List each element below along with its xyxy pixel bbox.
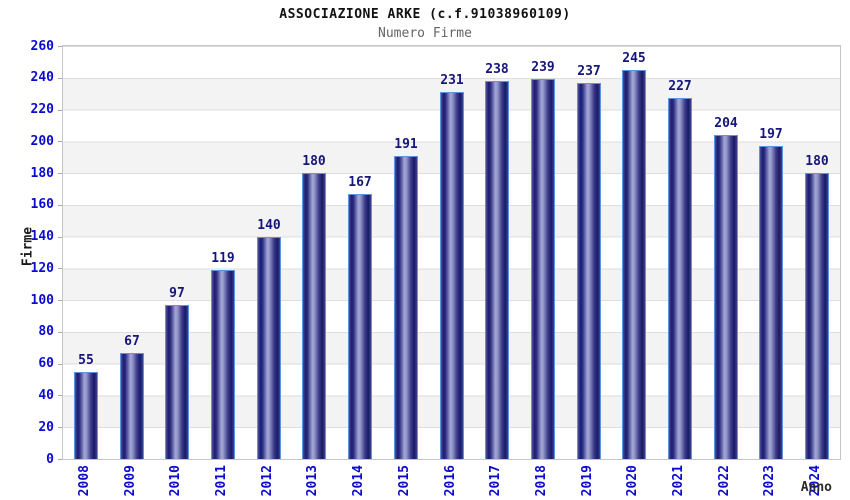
y-tick-mark (58, 427, 62, 429)
bar-value-label: 245 (622, 51, 646, 66)
bar-2012 (257, 237, 281, 459)
y-tick-label: 180 (30, 165, 54, 181)
bar-2017 (485, 81, 509, 459)
y-axis-label: Firme (20, 226, 36, 267)
y-tick-label: 240 (30, 70, 54, 86)
y-tick-label: 20 (38, 419, 54, 435)
bar-value-label: 167 (348, 175, 372, 190)
y-tick-mark (58, 173, 62, 175)
bar-2019 (577, 83, 601, 459)
x-tick-label: 2010 (168, 465, 184, 497)
y-tick-mark (58, 46, 62, 47)
bar-value-label: 55 (78, 353, 94, 368)
y-tick-label: 140 (30, 229, 54, 245)
x-tick-label: 2014 (351, 465, 367, 497)
y-tick-label: 200 (30, 133, 54, 149)
y-tick-mark (58, 395, 62, 397)
y-tick-label: 160 (30, 197, 54, 213)
bar-value-label: 67 (124, 334, 140, 349)
x-tick-label: 2020 (625, 465, 641, 497)
bar-value-label: 227 (668, 79, 692, 94)
y-tick-mark (58, 363, 62, 365)
y-tick-mark (58, 77, 62, 79)
chart-title: ASSOCIAZIONE ARKE (c.f.91038960109) (279, 7, 571, 22)
bar-2013 (302, 173, 326, 459)
x-tick-label: 2016 (442, 465, 458, 497)
bar-value-label: 197 (759, 127, 783, 142)
bar-value-label: 237 (577, 64, 601, 79)
bar-2016 (440, 92, 464, 459)
bar-value-label: 204 (714, 116, 738, 131)
bar-2011 (211, 270, 235, 459)
y-tick-mark (58, 331, 62, 333)
bar-2015 (394, 156, 418, 459)
x-tick-label: 2012 (259, 465, 275, 497)
bar-value-label: 180 (805, 154, 829, 169)
bar-value-label: 97 (169, 286, 185, 301)
plot-area: 55 67 97 119 140 180 167 191 231 238 239 237 245 227 2… (62, 45, 841, 460)
y-tick-label: 220 (30, 102, 54, 118)
bar-2018 (531, 79, 555, 459)
x-tick-label: 2015 (396, 465, 412, 497)
y-tick-label: 260 (30, 38, 54, 54)
x-tick-label: 2013 (305, 465, 321, 497)
x-tick-label: 2018 (533, 465, 549, 497)
y-tick-mark (58, 141, 62, 143)
y-tick-mark (58, 268, 62, 270)
bar-2008 (74, 372, 98, 459)
y-tick-mark (58, 459, 62, 460)
bar-value-label: 239 (531, 60, 555, 75)
bar-2023 (759, 146, 783, 459)
bar-value-label: 238 (485, 62, 509, 77)
bar-2014 (348, 194, 372, 459)
bar-value-label: 231 (440, 73, 464, 88)
y-tick-label: 40 (38, 387, 54, 403)
x-tick-label: 2022 (716, 465, 732, 497)
chart-subtitle: Numero Firme (378, 26, 472, 41)
y-tick-mark (58, 204, 62, 206)
y-tick-label: 60 (38, 356, 54, 372)
x-tick-label: 2009 (122, 465, 138, 497)
y-tick-mark (58, 236, 62, 238)
y-tick-mark (58, 109, 62, 111)
bar-value-label: 191 (394, 137, 418, 152)
bar-2021 (668, 98, 692, 459)
x-tick-label: 2008 (76, 465, 92, 497)
x-tick-label: 2021 (671, 465, 687, 497)
bar-value-label: 119 (211, 251, 235, 266)
x-axis-label: Anno (800, 480, 832, 495)
x-tick-label: 2023 (762, 465, 778, 497)
bar-2020 (622, 70, 646, 459)
y-tick-mark (58, 300, 62, 302)
bar-value-label: 140 (257, 218, 281, 233)
bar-2010 (165, 305, 189, 459)
y-tick-label: 120 (30, 260, 54, 276)
bar-2009 (120, 353, 144, 459)
bar-value-label: 180 (302, 154, 326, 169)
y-tick-label: 80 (38, 324, 54, 340)
y-tick-label: 0 (46, 451, 54, 467)
y-tick-label: 100 (30, 292, 54, 308)
x-tick-label: 2019 (579, 465, 595, 497)
bar-2022 (714, 135, 738, 459)
x-tick-label: 2017 (488, 465, 504, 497)
x-tick-label: 2011 (213, 465, 229, 497)
bar-2024 (805, 173, 829, 459)
